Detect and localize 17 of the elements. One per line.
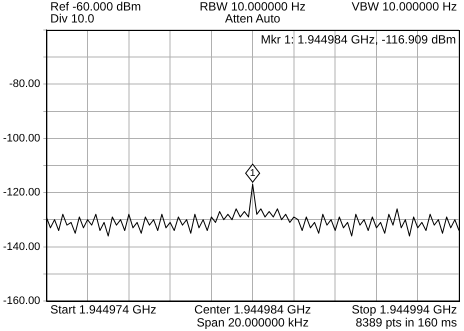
text: Atten Auto	[224, 11, 281, 26]
annotation: Mkr 1: 1.944984 GHz, -116.909 dBm	[260, 32, 456, 46]
text: VBW 10.000000 Hz	[352, 0, 457, 14]
y-tick-label: -100.00	[2, 132, 40, 144]
y-tick-label: -120.00	[2, 186, 40, 199]
text: Ref -60.000 dBm	[50, 0, 142, 14]
text: RBW 10.000000 Hz	[200, 0, 306, 14]
text: Span 20.000000 kHz	[196, 315, 309, 330]
annotation: 1	[250, 168, 256, 179]
y-tick-label: -80.00	[9, 78, 40, 90]
y-tick-label: -160.00	[2, 295, 40, 308]
text: Start 1.944974 GHz	[50, 302, 156, 316]
text: 8389 pts in 160 ms	[356, 315, 457, 330]
text: Stop 1.944994 GHz	[352, 302, 457, 316]
text: Div 10.0	[50, 11, 95, 26]
text: Center 1.944984 GHz	[194, 302, 312, 316]
y-tick-label: -140.00	[2, 240, 40, 253]
